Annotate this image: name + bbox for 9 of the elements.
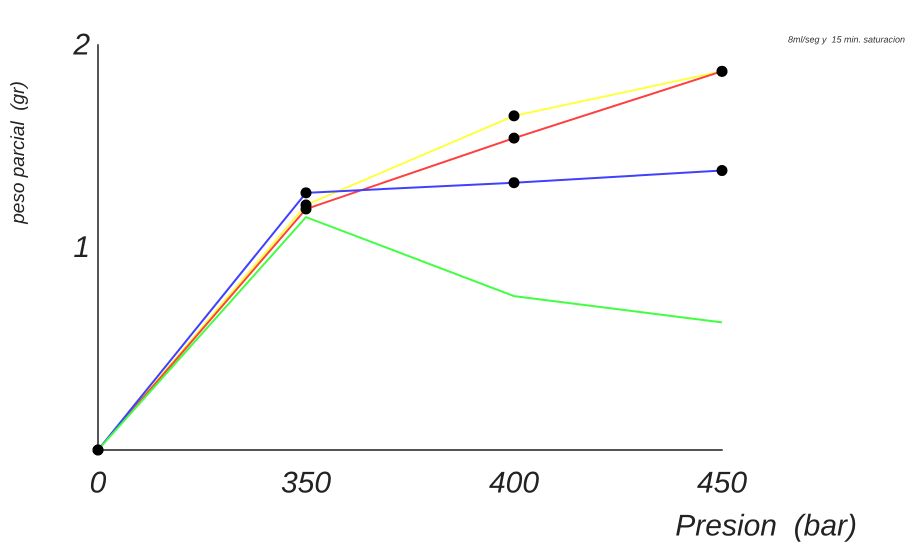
x-tick-label: 350 xyxy=(280,466,332,500)
x-tick-label: 0 xyxy=(90,466,107,500)
x-axis-title: Presion (bar) xyxy=(675,510,858,542)
x-tick-label: 400 xyxy=(488,466,540,500)
text: 8ml/seg y 15 min. saturacion xyxy=(788,34,906,44)
y-axis-title: peso parcial (gr) xyxy=(8,81,29,225)
y-tick-label: 2 xyxy=(72,28,90,62)
y-tick-label: 1 xyxy=(73,231,90,264)
x-tick-label: 450 xyxy=(696,466,748,500)
